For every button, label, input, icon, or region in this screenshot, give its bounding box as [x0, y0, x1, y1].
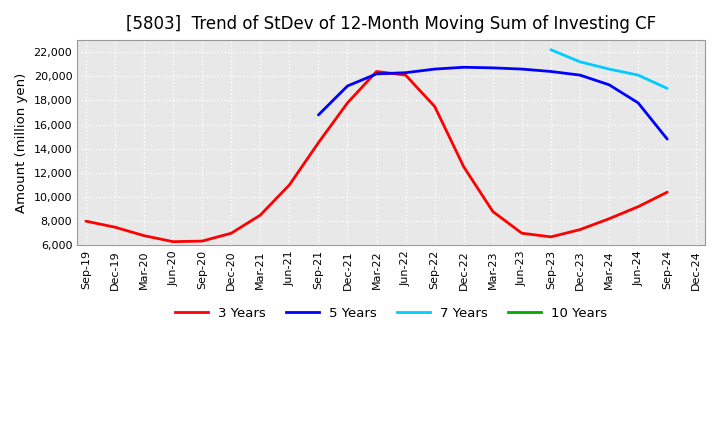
Legend: 3 Years, 5 Years, 7 Years, 10 Years: 3 Years, 5 Years, 7 Years, 10 Years: [169, 301, 613, 325]
Y-axis label: Amount (million yen): Amount (million yen): [15, 73, 28, 213]
Title: [5803]  Trend of StDev of 12-Month Moving Sum of Investing CF: [5803] Trend of StDev of 12-Month Moving…: [126, 15, 656, 33]
